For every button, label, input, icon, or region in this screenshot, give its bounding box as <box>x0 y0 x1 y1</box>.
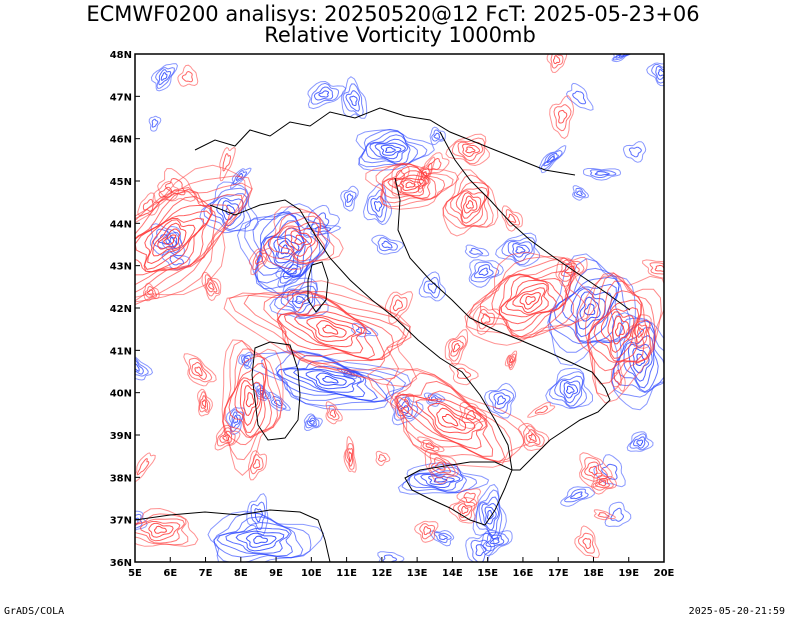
title-line-1: ECMWF0200 analisys: 20250520@12 FcT: 202… <box>86 2 699 26</box>
lat-tick-label: 37N <box>110 516 132 527</box>
lon-tick-label: 6E <box>163 568 177 579</box>
lat-tick-label: 47N <box>110 92 132 103</box>
footer-right: 2025-05-20-21:59 <box>689 606 785 617</box>
latitude-axis: 48N 47N 46N 45N 44N 43N 42N 41N 40N 39N 38N 37N 36N <box>110 50 140 569</box>
lon-tick-label: 14E <box>442 568 463 579</box>
lon-tick-label: 9E <box>269 568 283 579</box>
lat-tick-label: 38N <box>110 473 132 484</box>
lat-tick-label: 43N <box>110 262 132 273</box>
lon-tick-label: 10E <box>301 568 322 579</box>
lat-tick-label: 42N <box>110 304 132 315</box>
lat-tick-label: 48N <box>110 50 132 61</box>
lon-tick-label: 13E <box>407 568 428 579</box>
lon-tick-label: 18E <box>583 568 604 579</box>
lon-tick-label: 11E <box>336 568 357 579</box>
plot-area <box>135 54 664 562</box>
lon-tick-label: 8E <box>234 568 248 579</box>
lat-tick-label: 44N <box>110 219 132 230</box>
longitude-axis: 5E 6E 7E 8E 9E 10E 11E 12E 13E 14E 15E 16E 17E 18E 19E… <box>128 557 675 579</box>
lat-tick-label: 45N <box>110 177 132 188</box>
lat-tick-label: 36N <box>110 558 132 569</box>
coastlines <box>135 107 631 562</box>
lat-tick-label: 41N <box>110 346 132 357</box>
title-line-2: Relative Vorticity 1000mb <box>264 23 536 47</box>
lon-tick-label: 15E <box>477 568 498 579</box>
lon-tick-label: 12E <box>371 568 392 579</box>
lon-tick-label: 16E <box>513 568 534 579</box>
footer-left: GrADS/COLA <box>4 606 64 617</box>
lon-tick-label: 7E <box>199 568 213 579</box>
lat-tick-label: 46N <box>110 135 132 146</box>
positive-vorticity-contours <box>135 54 664 559</box>
lon-tick-label: 19E <box>618 568 639 579</box>
lon-tick-label: 17E <box>548 568 569 579</box>
lon-tick-label: 20E <box>654 568 675 579</box>
lon-tick-label: 5E <box>128 568 142 579</box>
lat-tick-label: 40N <box>110 389 132 400</box>
lat-tick-label: 39N <box>110 431 132 442</box>
